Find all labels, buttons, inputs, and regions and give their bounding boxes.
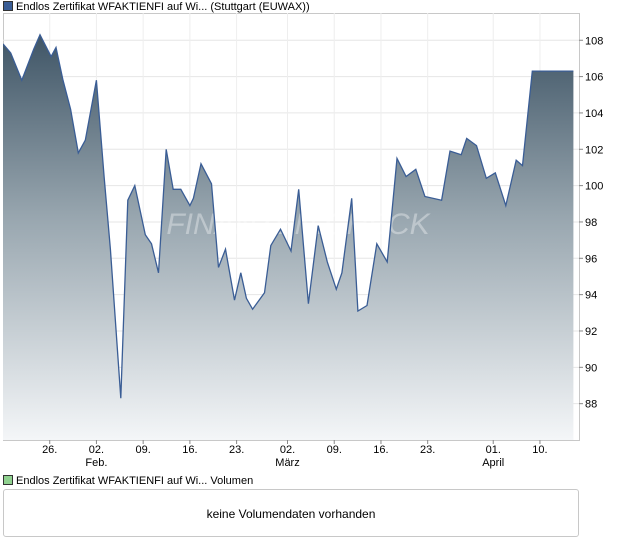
x-tick-label: 26. [42, 444, 57, 456]
y-tick-label: 104 [585, 108, 603, 120]
volume-legend-swatch [3, 475, 13, 485]
volume-legend: Endlos Zertifikat WFAKTIENFI auf Wi... V… [3, 474, 253, 488]
volume-panel: keine Volumendaten vorhanden [3, 489, 579, 537]
price-area [3, 34, 574, 440]
y-tick-label: 92 [585, 326, 597, 338]
y-tick-label: 106 [585, 72, 603, 84]
y-tick-label: 96 [585, 253, 597, 265]
x-tick-label: 02. [280, 444, 295, 456]
price-chart: FINANZEN.CHECK 88 90 92 94 96 98 100 102 104 106 1… [3, 13, 603, 469]
x-tick-label: 01. [486, 444, 501, 456]
volume-empty-message: keine Volumendaten vorhanden [206, 507, 376, 521]
watermark-text: FINANZEN.CHECK [166, 208, 431, 241]
volume-legend-label: Volumen [210, 475, 254, 487]
y-tick-label: 108 [585, 35, 603, 47]
y-tick-label: 90 [585, 362, 597, 374]
y-axis: 88 90 92 94 96 98 100 102 104 106 108 [579, 35, 603, 411]
x-month-label: Feb. [85, 457, 107, 469]
x-tick-label: 23. [229, 444, 244, 456]
watermark: FINANZEN.CHECK [166, 208, 431, 241]
volume-legend-name: Endlos Zertifikat WFAKTIENFI auf Wi... [16, 475, 208, 487]
y-tick-label: 88 [585, 399, 597, 411]
x-tick-label: 10. [532, 444, 547, 456]
x-month-label: März [275, 457, 299, 469]
price-legend: Endlos Zertifikat WFAKTIENFI auf Wi... (… [3, 0, 310, 14]
price-legend-swatch [3, 1, 13, 11]
y-tick-label: 102 [585, 144, 603, 156]
x-tick-label: 16. [182, 444, 197, 456]
price-legend-exchange: (Stuttgart (EUWAX)) [210, 1, 310, 13]
x-tick-label: 09. [136, 444, 151, 456]
x-tick-label: 16. [373, 444, 388, 456]
price-legend-name: Endlos Zertifikat WFAKTIENFI auf Wi... [16, 1, 208, 13]
x-month-label: April [482, 457, 504, 469]
x-tick-label: 02. [89, 444, 104, 456]
y-tick-label: 100 [585, 181, 603, 193]
price-line [3, 33, 574, 399]
y-tick-label: 94 [585, 290, 597, 302]
y-tick-label: 98 [585, 217, 597, 229]
x-tick-label: 09. [327, 444, 342, 456]
x-tick-label: 23. [420, 444, 435, 456]
